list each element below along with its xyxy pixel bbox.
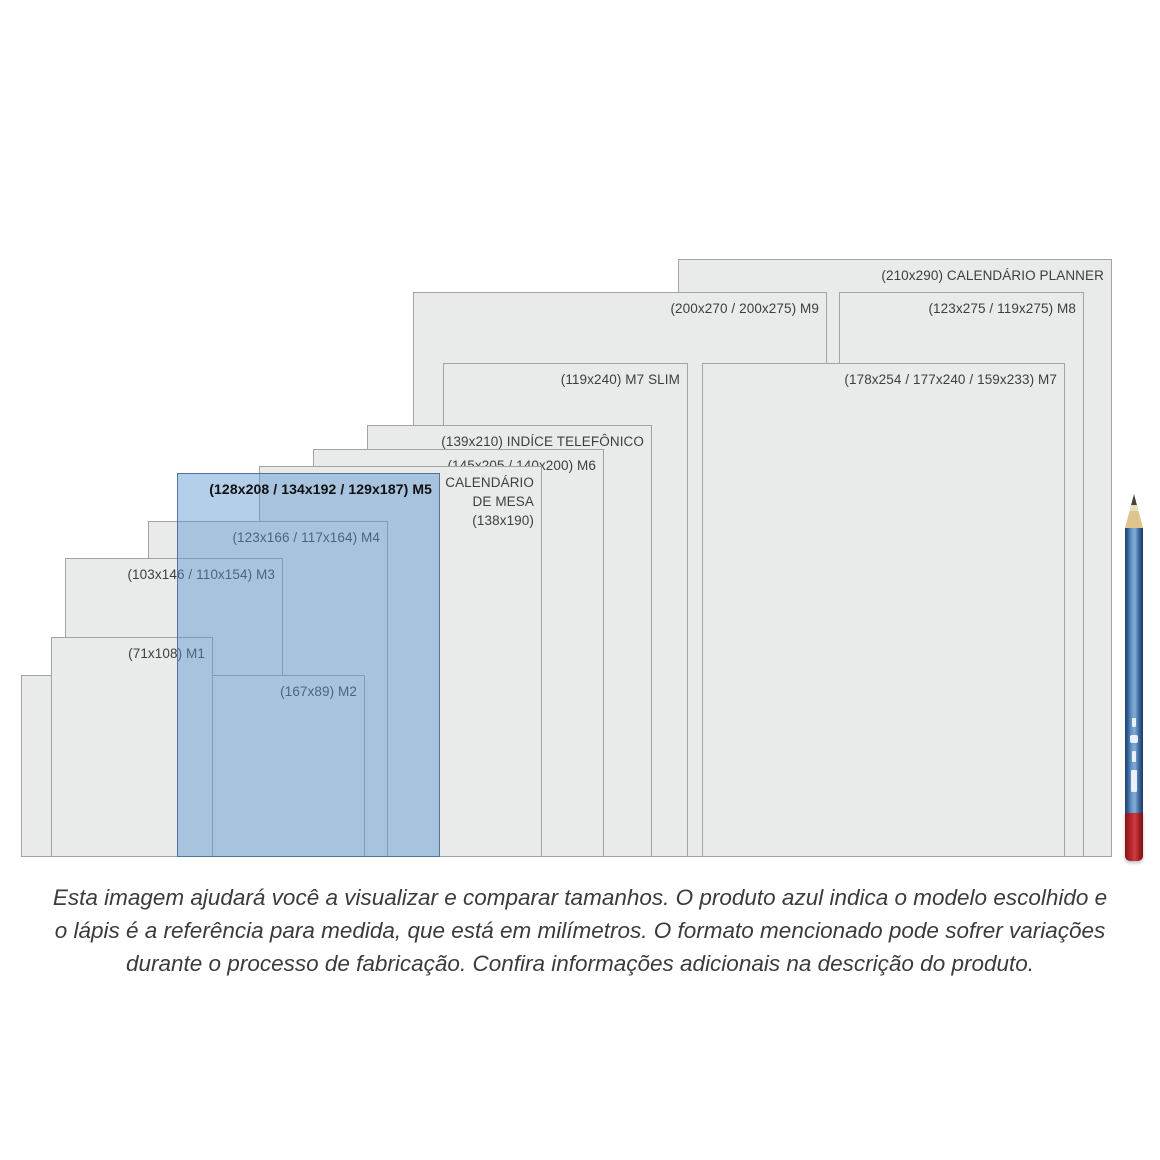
size-box-label: (128x208 / 134x192 / 129x187) M5 — [209, 481, 432, 497]
description-line: Esta imagem ajudará você a visualizar e … — [52, 885, 1108, 910]
pencil-brand-mark — [1130, 735, 1138, 743]
description-text: Esta imagem ajudará você a visualizar e … — [0, 881, 1160, 980]
size-box-label: (119x240) M7 SLIM — [560, 372, 680, 387]
pencil-brand-mark — [1132, 751, 1136, 762]
pencil-tip — [1125, 494, 1143, 528]
pencil-brand-mark — [1132, 718, 1136, 727]
pencil-brand-mark — [1131, 770, 1137, 792]
size-box-label: CALENDÁRIO DE MESA (138x190) — [445, 475, 534, 528]
size-box-label: (210x290) CALENDÁRIO PLANNER — [881, 268, 1104, 283]
size-box-label: (123x166 / 117x164) M4 — [232, 530, 380, 545]
pencil-body — [1125, 528, 1143, 813]
pencil-end-cap — [1125, 813, 1143, 861]
size-box-m5-selected: (128x208 / 134x192 / 129x187) M5 — [177, 473, 440, 857]
description-line: durante o processo de fabricação. Confir… — [125, 951, 1035, 976]
size-box-label: (123x275 / 119x275) M8 — [928, 301, 1076, 316]
size-box-label: (139x210) INDÍCE TELEFÔNICO — [441, 434, 644, 449]
pencil-graphic — [1125, 494, 1143, 861]
description-line: o lápis é a referência para medida, que … — [54, 918, 1106, 943]
size-box-label: (71x108) M1 — [128, 646, 205, 661]
size-box-m7: (178x254 / 177x240 / 159x233) M7 — [702, 363, 1065, 857]
size-box-label: (167x89) M2 — [280, 684, 357, 699]
size-box-label: (178x254 / 177x240 / 159x233) M7 — [844, 372, 1057, 387]
size-box-label: (200x270 / 200x275) M9 — [670, 301, 819, 316]
size-box-label: (103x146 / 110x154) M3 — [127, 567, 275, 582]
size-box-m1: (71x108) M1 — [51, 637, 213, 857]
